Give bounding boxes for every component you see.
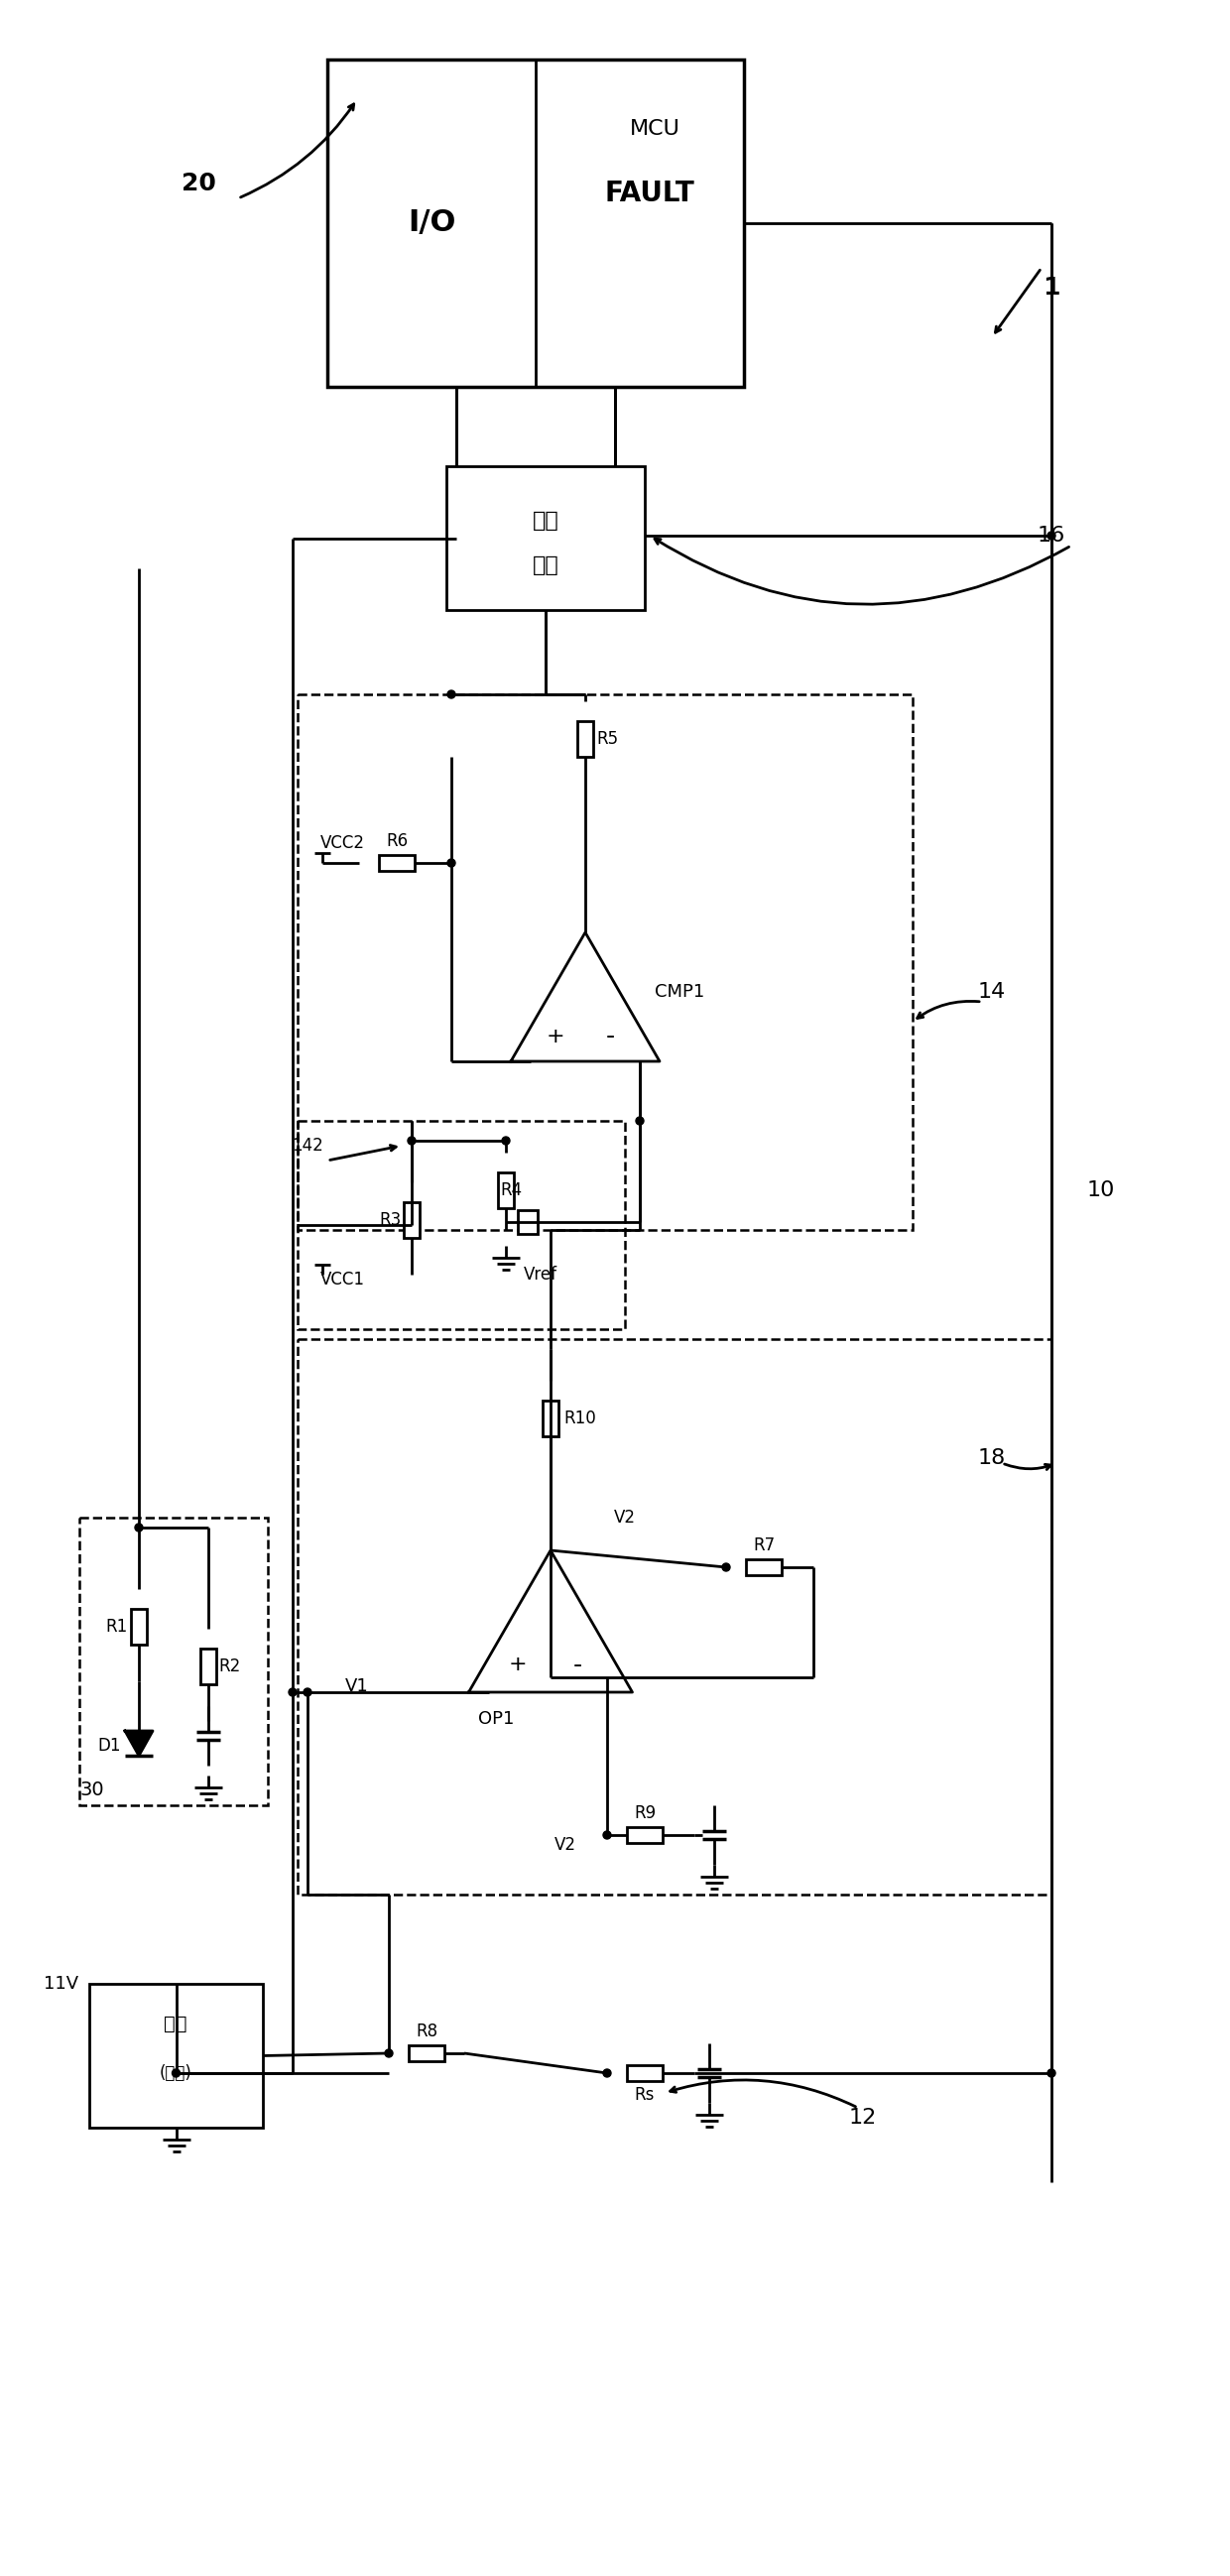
Circle shape — [603, 1832, 611, 1839]
Text: 电路: 电路 — [533, 556, 558, 574]
Circle shape — [407, 1136, 416, 1144]
Text: +: + — [546, 1028, 565, 1046]
Circle shape — [722, 1564, 731, 1571]
Text: 1: 1 — [1043, 276, 1060, 299]
Text: 11V: 11V — [44, 1976, 79, 1994]
Bar — [745, 1558, 781, 1574]
Circle shape — [385, 2050, 392, 2058]
Text: V2: V2 — [614, 1510, 636, 1528]
Bar — [200, 1649, 216, 1685]
Text: R1: R1 — [106, 1618, 128, 1636]
Text: Rs: Rs — [635, 2087, 654, 2105]
Circle shape — [304, 1687, 311, 1695]
Text: R2: R2 — [219, 1656, 241, 1674]
Text: -: - — [605, 1025, 615, 1048]
Text: D1: D1 — [97, 1736, 121, 1754]
Text: Vref: Vref — [524, 1265, 557, 1283]
Text: R9: R9 — [633, 1803, 656, 1821]
Text: R6: R6 — [386, 832, 408, 850]
Text: -: - — [573, 1654, 582, 1677]
Circle shape — [1048, 531, 1055, 538]
Bar — [327, 59, 744, 386]
Circle shape — [135, 1522, 143, 1533]
Text: 负载: 负载 — [164, 2014, 187, 2032]
Bar — [403, 1203, 419, 1239]
Text: R4: R4 — [499, 1182, 522, 1200]
Bar — [298, 1340, 1052, 1893]
Text: 30: 30 — [80, 1780, 105, 1801]
Circle shape — [546, 1674, 555, 1682]
Polygon shape — [125, 1731, 153, 1757]
Circle shape — [289, 1687, 296, 1695]
Text: MCU: MCU — [630, 118, 680, 139]
Text: 142: 142 — [292, 1136, 323, 1154]
Circle shape — [636, 1118, 643, 1126]
Circle shape — [603, 2069, 611, 2076]
Bar — [627, 1826, 663, 1842]
Bar — [498, 1172, 514, 1208]
Text: OP1: OP1 — [478, 1710, 514, 1728]
Text: V2: V2 — [555, 1837, 577, 1855]
Bar — [627, 2066, 663, 2081]
Text: 20: 20 — [181, 173, 215, 196]
Text: 保持: 保持 — [533, 510, 558, 531]
Circle shape — [172, 2069, 180, 2076]
Bar — [518, 1211, 538, 1234]
Circle shape — [448, 690, 455, 698]
Bar — [298, 696, 913, 1229]
Text: (电机): (电机) — [159, 2063, 192, 2081]
Text: +: + — [508, 1654, 526, 1674]
Bar — [577, 721, 593, 757]
Text: 18: 18 — [978, 1448, 1006, 1468]
Text: 16: 16 — [1037, 526, 1065, 546]
Bar — [446, 466, 645, 611]
Text: VCC1: VCC1 — [320, 1270, 364, 1288]
Text: CMP1: CMP1 — [654, 984, 705, 1002]
Circle shape — [1048, 2069, 1055, 2076]
Text: R7: R7 — [753, 1535, 775, 1553]
Text: FAULT: FAULT — [605, 180, 695, 206]
Text: R5: R5 — [597, 729, 617, 747]
Text: 14: 14 — [978, 981, 1006, 1002]
Circle shape — [502, 1136, 510, 1144]
Text: R3: R3 — [379, 1211, 401, 1229]
Polygon shape — [469, 1551, 632, 1692]
Bar — [130, 1610, 146, 1643]
Bar — [298, 1121, 625, 1329]
Bar — [379, 855, 415, 871]
Text: R8: R8 — [416, 2022, 438, 2040]
Text: I/O: I/O — [407, 209, 455, 237]
Text: V1: V1 — [346, 1677, 369, 1695]
Text: 10: 10 — [1087, 1180, 1116, 1200]
Bar — [90, 1984, 263, 2128]
Bar — [80, 1517, 268, 1806]
Polygon shape — [510, 933, 659, 1061]
Text: VCC2: VCC2 — [320, 835, 364, 853]
Text: 12: 12 — [849, 2107, 877, 2128]
Text: R10: R10 — [565, 1409, 597, 1427]
Circle shape — [448, 858, 455, 868]
Bar — [408, 2045, 444, 2061]
Bar — [542, 1401, 558, 1437]
